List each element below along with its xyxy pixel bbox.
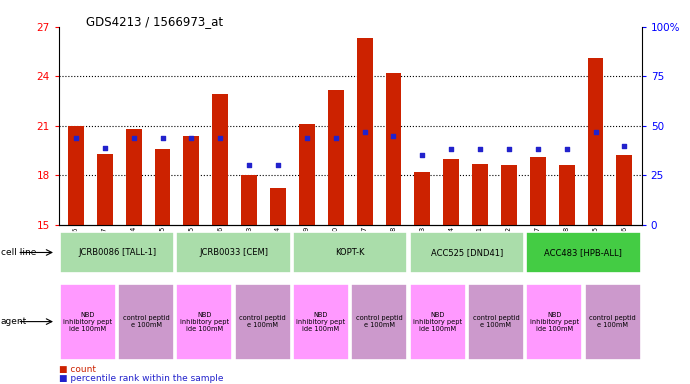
Point	[619, 142, 630, 149]
Bar	[328, 89, 344, 225]
Text: ■ count: ■ count	[59, 365, 96, 374]
Bar	[293, 284, 349, 359]
Text: control peptid
e 100mM: control peptid e 100mM	[589, 315, 636, 328]
Text: agent: agent	[1, 317, 27, 326]
Point	[417, 152, 428, 159]
Bar	[410, 232, 524, 273]
Text: ACC483 [HPB-ALL]: ACC483 [HPB-ALL]	[544, 248, 622, 257]
Point	[215, 134, 226, 141]
Bar	[468, 284, 524, 359]
Bar	[293, 232, 407, 273]
Bar	[235, 284, 290, 359]
Point	[99, 144, 110, 151]
Point	[244, 162, 255, 169]
Text: control peptid
e 100mM: control peptid e 100mM	[239, 315, 286, 328]
Point	[331, 134, 342, 141]
Text: control peptid
e 100mM: control peptid e 100mM	[473, 315, 520, 328]
Text: control peptid
e 100mM: control peptid e 100mM	[123, 315, 170, 328]
Bar	[443, 159, 459, 225]
Bar	[126, 129, 141, 225]
Bar	[68, 126, 84, 225]
Bar	[584, 284, 640, 359]
Point	[186, 134, 197, 141]
Bar	[530, 157, 546, 225]
Point	[446, 146, 457, 152]
Bar	[526, 232, 640, 273]
Bar	[526, 284, 582, 359]
Bar	[299, 124, 315, 225]
Text: JCRB0033 [CEM]: JCRB0033 [CEM]	[199, 248, 268, 257]
Bar	[60, 284, 116, 359]
Bar	[386, 73, 402, 225]
Text: JCRB0086 [TALL-1]: JCRB0086 [TALL-1]	[78, 248, 156, 257]
Bar	[501, 166, 517, 225]
Point	[70, 134, 81, 141]
Bar	[241, 175, 257, 225]
Point	[532, 146, 543, 152]
Text: ACC525 [DND41]: ACC525 [DND41]	[431, 248, 503, 257]
Bar	[270, 189, 286, 225]
Text: GDS4213 / 1566973_at: GDS4213 / 1566973_at	[86, 15, 224, 28]
Text: NBD
inhibitory pept
ide 100mM: NBD inhibitory pept ide 100mM	[63, 311, 112, 332]
Text: NBD
inhibitory pept
ide 100mM: NBD inhibitory pept ide 100mM	[530, 311, 579, 332]
Point	[359, 129, 370, 135]
Bar	[472, 164, 488, 225]
Text: KOPT-K: KOPT-K	[335, 248, 365, 257]
Point	[590, 129, 601, 135]
Bar	[177, 284, 233, 359]
Text: NBD
inhibitory pept
ide 100mM: NBD inhibitory pept ide 100mM	[297, 311, 346, 332]
Bar	[357, 38, 373, 225]
Point	[273, 162, 284, 169]
Text: NBD
inhibitory pept
ide 100mM: NBD inhibitory pept ide 100mM	[180, 311, 229, 332]
Point	[388, 132, 399, 139]
Bar	[184, 136, 199, 225]
Point	[302, 134, 313, 141]
Bar	[60, 232, 174, 273]
Point	[504, 146, 515, 152]
Bar	[616, 156, 632, 225]
Point	[561, 146, 572, 152]
Bar	[177, 232, 290, 273]
Bar	[410, 284, 466, 359]
Text: ■ percentile rank within the sample: ■ percentile rank within the sample	[59, 374, 223, 383]
Text: control peptid
e 100mM: control peptid e 100mM	[356, 315, 403, 328]
Bar	[415, 172, 431, 225]
Bar	[351, 284, 407, 359]
Text: cell line: cell line	[1, 248, 36, 257]
Bar	[155, 149, 170, 225]
Bar	[97, 154, 112, 225]
Point	[157, 134, 168, 141]
Point	[128, 134, 139, 141]
Bar	[118, 284, 174, 359]
Bar	[559, 166, 575, 225]
Point	[475, 146, 486, 152]
Bar	[588, 58, 604, 225]
Bar	[213, 94, 228, 225]
Text: NBD
inhibitory pept
ide 100mM: NBD inhibitory pept ide 100mM	[413, 311, 462, 332]
